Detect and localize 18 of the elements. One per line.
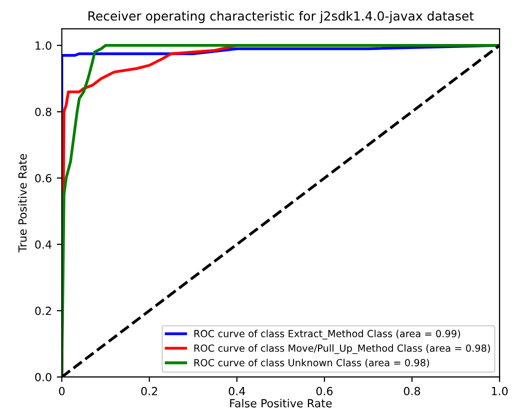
x-tick-label: 0.6 [316,386,333,396]
y-tick-label: 0.8 [35,108,52,116]
x-tick-label: 1.0 [492,386,508,396]
y-axis-title: True Positive Rate [18,154,27,252]
x-tick-label: 0.8 [404,386,420,396]
y-tick-label: 0.2 [35,306,51,316]
y-tick-label: 1.0 [36,41,52,50]
x-tick-label: 0 [59,386,65,396]
y-tick-label: 0.4 [35,240,52,249]
chart-title: Receiver operating characteristic for j2sdk1.4.0-javax dataset [88,11,474,24]
legend-label: ROC curve of class Move/Pull_Up_Method Class (area = 0.98) [194,344,490,354]
x-tick-label: 0.2 [141,386,158,396]
x-axis-title: False Positive Rate [230,398,332,408]
legend-label: ROC curve of class Unknown Class (area = 0.98) [194,358,430,368]
y-tick-label: 0.6 [35,174,52,182]
x-tick-label: 0.4 [228,386,246,396]
legend-label: ROC curve of class Extract_Method Class (area = 0.99) [194,330,460,340]
y-tick-label: 0.0 [35,372,52,382]
